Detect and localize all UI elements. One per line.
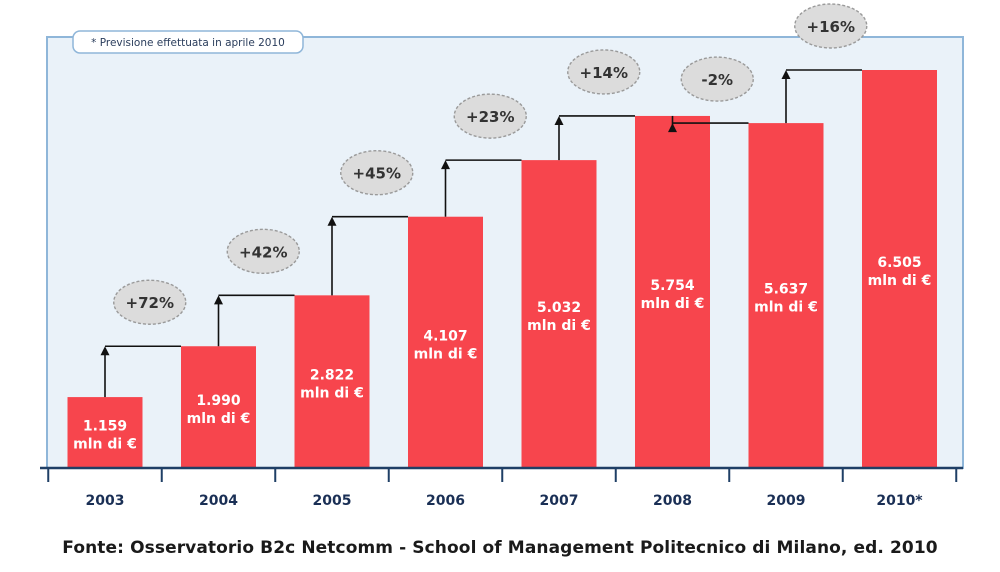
connector-arrowhead [554,115,564,125]
value-label: 6.505 [877,255,921,271]
bar-2006 [408,216,483,468]
growth-label: +23% [466,108,514,126]
connector-arrowhead [100,346,110,356]
growth-label: +16% [807,18,855,36]
value-label: 1.159 [83,419,127,435]
unit-label: mln di € [187,411,251,427]
bar-2005 [294,295,370,468]
unit-label: mln di € [641,296,705,312]
bar-2010 [862,70,937,468]
tick-label: 2005 [313,493,352,509]
unit-label: mln di € [527,318,591,334]
growth-label: -2% [701,71,733,89]
bar-2008 [635,115,710,468]
connector-arrowhead [781,70,791,79]
bar-2009 [748,123,824,468]
unit-label: mln di € [73,437,137,453]
note-text: * Previsione effettuata in aprile 2010 [91,37,285,49]
growth-badge [340,150,414,196]
growth-label: +14% [580,64,628,82]
connector-arrowhead [668,123,677,133]
bar-2007 [521,160,597,468]
note-box: * Previsione effettuata in aprile 2010 [72,30,304,54]
connector-arrowhead [214,295,223,305]
growth-badge [453,93,527,139]
bar-2004 [181,346,256,468]
connector-arrowhead [327,216,337,226]
tick-label: 2010* [876,493,923,509]
unit-label: mln di € [414,346,478,362]
unit-label: mln di € [868,273,932,289]
tick-label: 2003 [86,493,125,509]
value-label: 1.990 [196,393,241,409]
value-label: 5.637 [764,282,808,298]
growth-badge [113,279,187,325]
growth-label: +45% [353,165,401,183]
growth-badge [567,49,641,95]
value-label: 5.754 [650,278,695,294]
value-label: 5.032 [537,300,581,316]
source-caption: Fonte: Osservatorio B2c Netcomm - School… [62,538,938,558]
tick-label: 2008 [653,493,692,509]
tick-label: 2007 [540,493,579,509]
growth-label: +42% [239,243,287,261]
unit-label: mln di € [754,300,818,316]
value-label: 4.107 [423,328,467,344]
growth-badge [226,228,300,275]
growth-badge [794,3,868,49]
connector-arrowhead [441,160,450,170]
tick-label: 2009 [767,493,806,509]
unit-label: mln di € [300,386,364,402]
tick-label: 2004 [199,493,238,509]
value-label: 2.822 [310,368,354,384]
tick-label: 2006 [426,493,465,509]
growth-label: +72% [126,294,174,312]
growth-badge [680,56,754,102]
bar-2003 [67,397,143,468]
